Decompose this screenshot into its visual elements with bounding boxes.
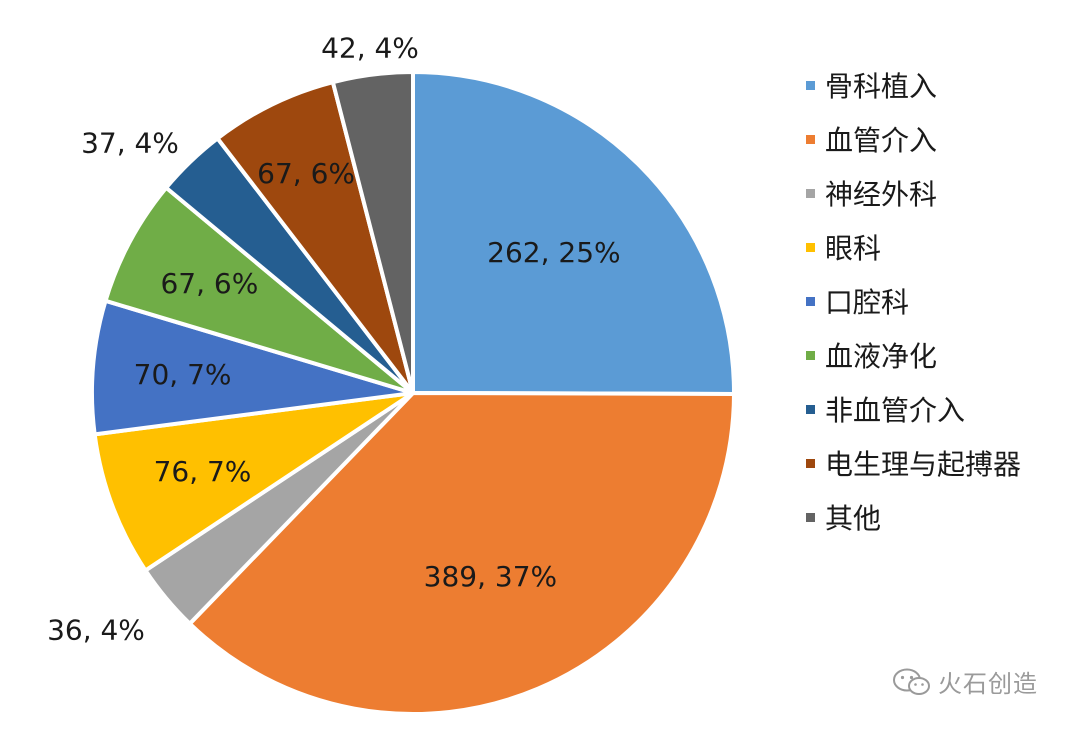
legend-label: 眼科: [825, 232, 882, 265]
legend-item-1: 骨科植入: [806, 58, 1021, 112]
legend-item-2: 血管介入: [806, 112, 1021, 166]
legend-item-5: 口腔科: [806, 274, 1021, 328]
data-label-6: 67, 6%: [160, 267, 258, 300]
legend-item-8: 电生理与起搏器: [806, 436, 1021, 490]
legend-item-4: 眼科: [806, 220, 1021, 274]
wechat-icon: [893, 668, 930, 695]
legend-item-6: 血液净化: [806, 328, 1021, 382]
pie-slice-6: [103, 185, 415, 395]
pie-slice-8: [215, 80, 415, 395]
pie-slice-9: [330, 70, 415, 395]
legend-label: 神经外科: [825, 178, 938, 211]
pie-slice-1: [411, 70, 737, 396]
legend-item-3: 神经外科: [806, 166, 1021, 220]
data-label-8: 67, 6%: [257, 157, 355, 190]
legend-label: 其他: [825, 502, 882, 535]
data-label-3: 36, 4%: [47, 614, 145, 647]
legend-swatch: [806, 404, 815, 414]
data-label-1: 262, 25%: [487, 236, 620, 269]
legend-swatch: [806, 458, 815, 468]
legend-item-7: 非血管介入: [806, 382, 1021, 436]
legend-swatch: [806, 350, 815, 360]
legend-label: 骨科植入: [825, 70, 938, 103]
legend-label: 电生理与起搏器: [825, 448, 1022, 481]
pie-slice-4: [92, 391, 415, 573]
data-label-9: 42, 4%: [321, 32, 419, 65]
legend-swatch: [806, 512, 815, 522]
legend-label: 口腔科: [825, 286, 910, 319]
watermark: 火石创造: [892, 664, 1038, 699]
pie-slice-5: [90, 298, 415, 437]
legend-item-9: 其他: [806, 490, 1021, 544]
legend-label: 非血管介入: [825, 394, 966, 427]
legend-swatch: [806, 296, 815, 306]
data-label-2: 389, 37%: [424, 560, 557, 593]
watermark-text: 火石创造: [938, 670, 1038, 698]
legend-swatch: [806, 242, 815, 252]
data-label-4: 76, 7%: [154, 455, 252, 488]
pie-slice-2: [187, 391, 736, 716]
legend-label: 血管介入: [825, 124, 938, 157]
legend-swatch: [806, 188, 815, 198]
legend-swatch: [806, 134, 815, 144]
data-label-5: 70, 7%: [134, 358, 232, 391]
data-label-7: 37, 4%: [81, 127, 179, 160]
legend-swatch: [806, 80, 815, 90]
legend-label: 血液净化: [825, 340, 938, 373]
chart-legend: 骨科植入血管介入神经外科眼科口腔科血液净化非血管介入电生理与起搏器 其他: [806, 58, 1021, 544]
